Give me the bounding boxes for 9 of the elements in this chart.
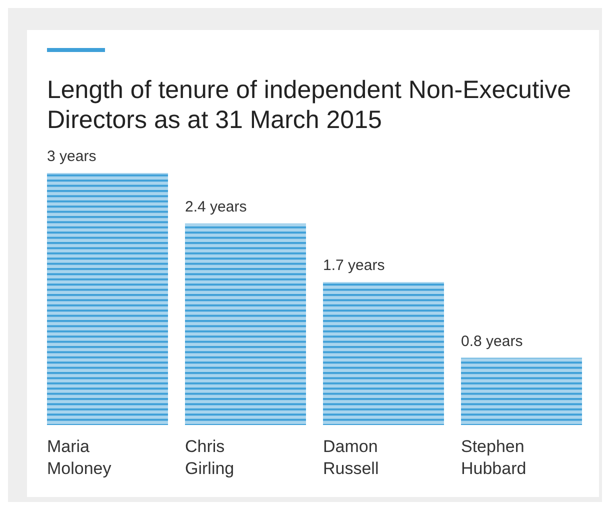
x-tick-label: Maria Moloney xyxy=(47,437,112,478)
data-label: 0.8 years xyxy=(461,332,523,350)
data-label: 3 years xyxy=(47,148,96,165)
x-tick-label: Chris Girling xyxy=(185,437,234,478)
data-label: 2.4 years xyxy=(185,198,247,216)
x-tick-label: Damon Russell xyxy=(323,437,379,478)
data-label: 1.7 years xyxy=(323,257,385,274)
chart-title: Length of tenure of independent Non-Executive Directors as at 31 March 2015 xyxy=(47,76,571,134)
x-tick-label: Stephen Hubbard xyxy=(461,437,526,478)
